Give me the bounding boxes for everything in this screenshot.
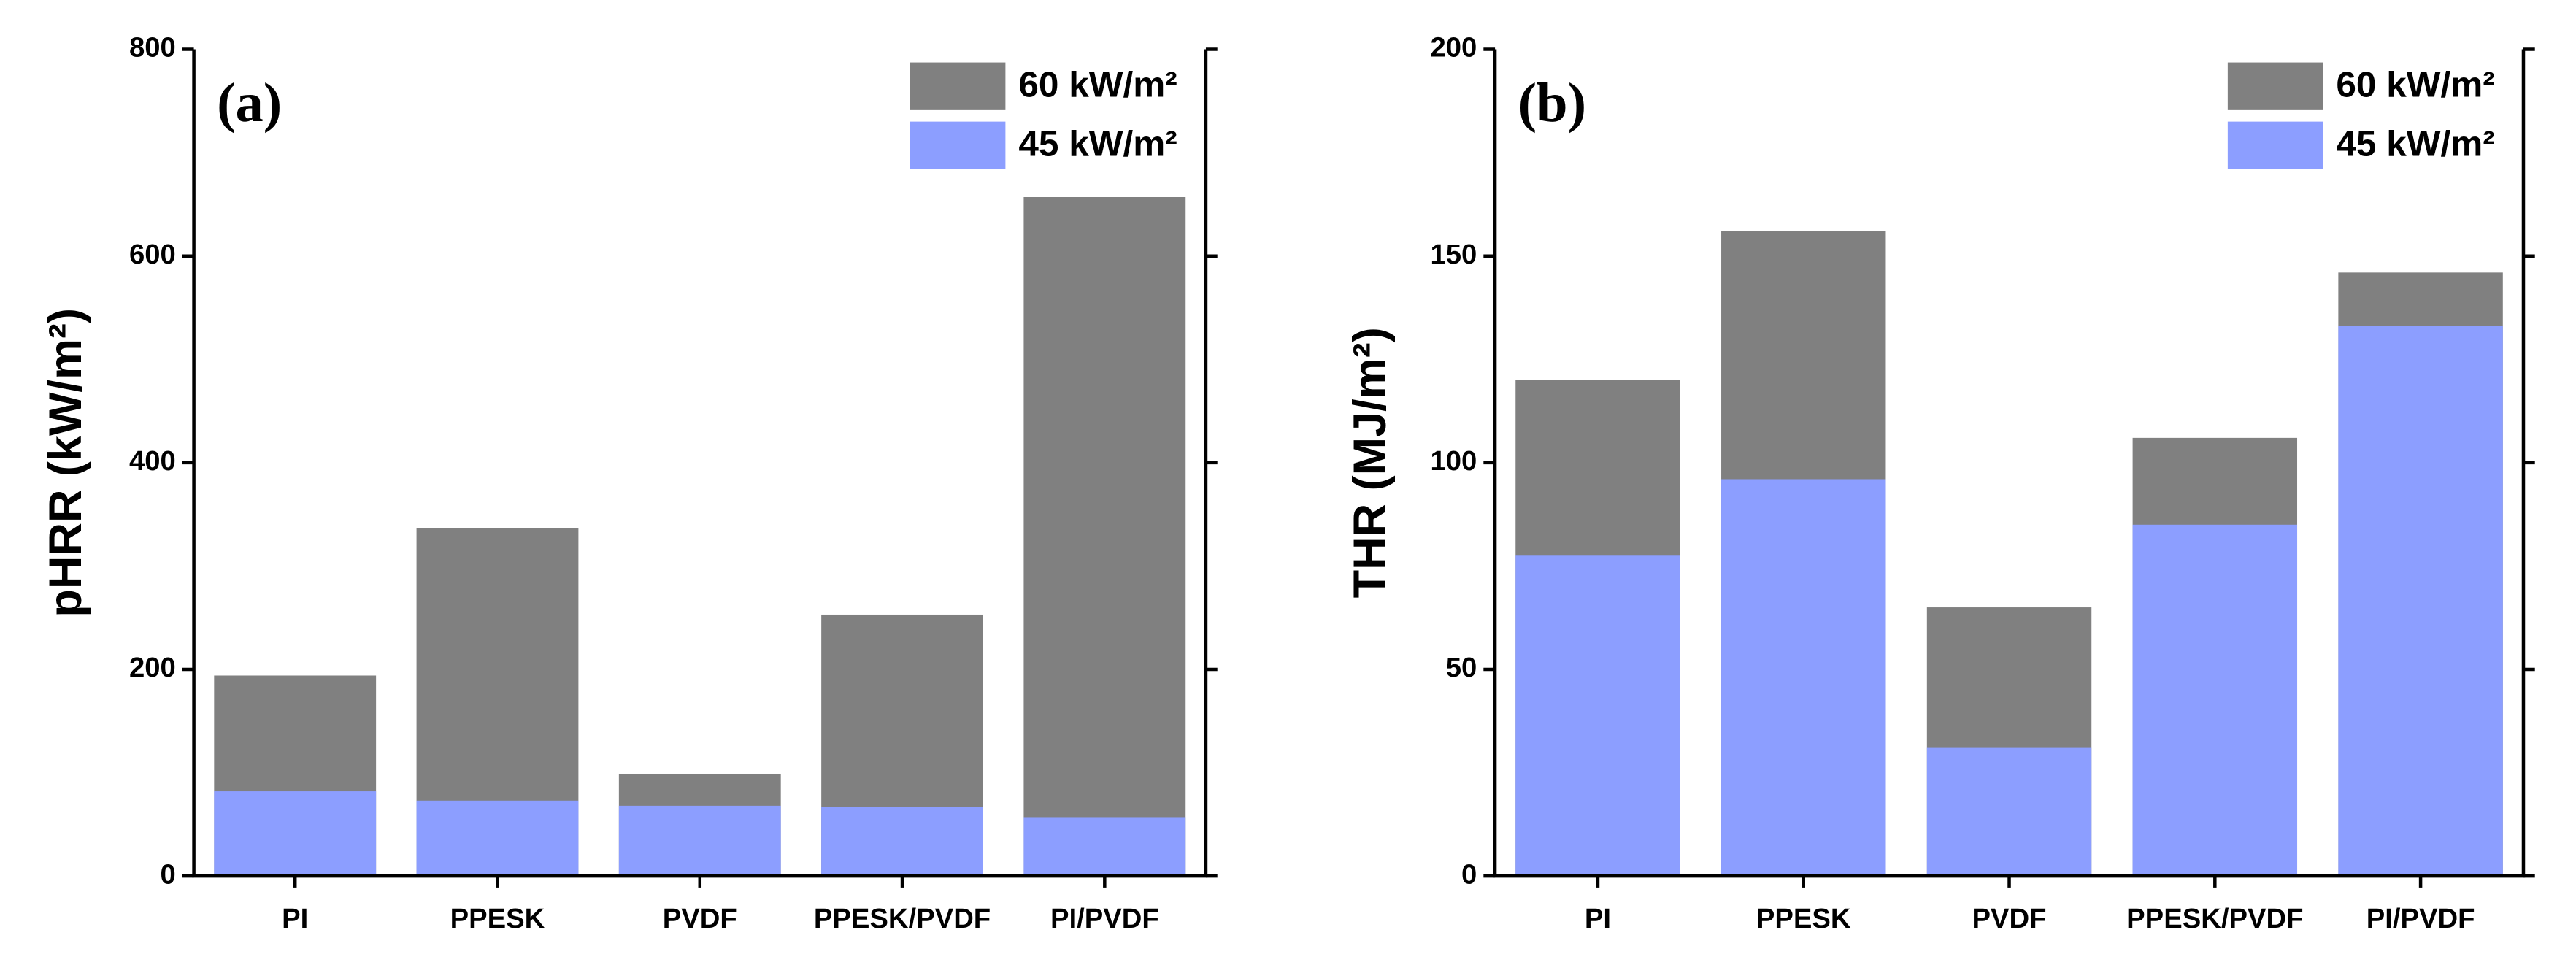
x-tick-label: PI <box>1585 903 1611 934</box>
bar <box>618 805 781 877</box>
x-tick-label: PVDF <box>1972 903 2047 934</box>
bar <box>2338 326 2503 877</box>
bar <box>214 791 377 877</box>
bar <box>1023 197 1186 877</box>
x-tick-label: PVDF <box>663 903 737 934</box>
y-tick-label: 50 <box>1446 652 1477 683</box>
x-tick-label: PI/PVDF <box>1050 903 1159 934</box>
y-tick-label: 0 <box>161 858 176 890</box>
x-tick-label: PPESK/PVDF <box>814 903 991 934</box>
y-tick-label: 150 <box>1431 239 1477 270</box>
legend-label: 60 kW/m² <box>2336 64 2494 104</box>
legend-label: 60 kW/m² <box>1018 64 1177 104</box>
bar <box>1721 479 1886 877</box>
y-tick-label: 800 <box>129 32 176 64</box>
legend-label: 45 kW/m² <box>1018 123 1177 164</box>
y-axis-title: pHRR (kW/m²) <box>40 308 91 618</box>
y-tick-label: 0 <box>1461 858 1477 890</box>
y-tick-label: 400 <box>129 445 176 477</box>
x-tick-label: PI/PVDF <box>2367 903 2475 934</box>
bar <box>1926 747 2092 877</box>
bar <box>1023 817 1186 877</box>
x-tick-label: PI <box>282 903 308 934</box>
y-tick-label: 600 <box>129 239 176 270</box>
y-axis-title: THR (MJ/m²) <box>1345 327 1396 598</box>
panel-label: (b) <box>1518 72 1586 134</box>
bar <box>821 807 983 877</box>
legend-swatch <box>910 121 1006 169</box>
legend-swatch <box>910 62 1006 110</box>
legend-swatch <box>2227 121 2323 169</box>
bar <box>2132 524 2298 877</box>
bar <box>1515 555 1680 877</box>
x-tick-label: PPESK <box>1756 903 1851 934</box>
x-tick-label: PPESK <box>450 903 545 934</box>
x-tick-label: PPESK/PVDF <box>2126 903 2303 934</box>
y-tick-label: 100 <box>1431 445 1477 477</box>
y-tick-label: 200 <box>129 652 176 683</box>
legend-swatch <box>2227 62 2323 110</box>
legend-label: 45 kW/m² <box>2336 123 2494 164</box>
panel-label: (a) <box>217 72 282 134</box>
y-tick-label: 200 <box>1431 32 1477 64</box>
bar <box>416 800 579 877</box>
